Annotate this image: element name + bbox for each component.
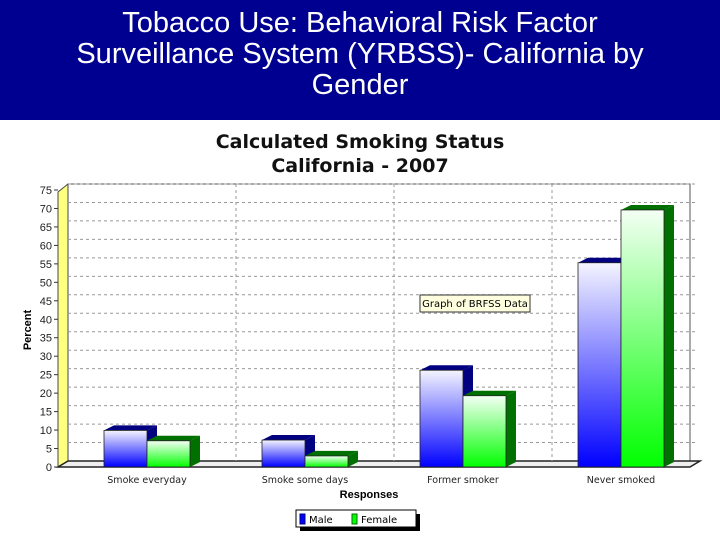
bar-front <box>419 369 464 468</box>
x-axis-label: Responses <box>340 489 399 501</box>
bar-front <box>577 262 622 468</box>
y-tick-label: 45 <box>40 296 52 308</box>
bar-side <box>348 450 358 467</box>
bar-top <box>305 450 358 456</box>
y-tick-label: 10 <box>40 425 52 437</box>
bar-female <box>146 435 200 468</box>
y-tick-label: 35 <box>40 333 52 345</box>
slide-title-line: Surveillance System (YRBSS)- California … <box>76 38 644 70</box>
bar-top <box>147 435 200 441</box>
bar-front <box>261 439 306 468</box>
y-tick-label: 30 <box>40 351 52 363</box>
x-tick-label: Smoke some days <box>262 475 348 486</box>
slide-title-line: Tobacco Use: Behavioral Risk Factor <box>122 7 598 39</box>
bar-front <box>146 440 191 468</box>
slide-title: Tobacco Use: Behavioral Risk Factor Surv… <box>0 0 720 120</box>
bar-female <box>620 204 674 468</box>
y-tick-label: 5 <box>46 444 52 456</box>
x-tick-label: Former smoker <box>427 475 499 486</box>
plot-left-wall <box>57 182 69 468</box>
annotation: Graph of BRFSS Data <box>419 294 531 313</box>
y-tick-label: 50 <box>40 277 52 289</box>
bar-top <box>104 425 157 431</box>
legend-label: Male <box>309 515 333 526</box>
legend-swatch <box>299 513 306 525</box>
y-tick-label: 65 <box>40 222 52 234</box>
chart-title-line: California - 2007 <box>271 155 449 177</box>
bar-front <box>304 455 349 468</box>
bar-front <box>620 209 665 468</box>
legend-label: Female <box>361 515 397 526</box>
bar-female <box>462 390 516 468</box>
y-tick-label: 55 <box>40 259 52 271</box>
chart-title-line: Calculated Smoking Status <box>215 131 505 153</box>
y-tick-label: 60 <box>40 240 52 252</box>
y-tick-label: 70 <box>40 203 52 215</box>
bar-front <box>462 395 507 468</box>
y-tick-label: 15 <box>40 407 52 419</box>
chart-title: Calculated Smoking Status California - 2… <box>0 130 720 178</box>
y-tick-label: 75 <box>40 185 52 197</box>
x-tick-label: Smoke everyday <box>107 475 187 486</box>
legend-swatch <box>351 513 358 525</box>
bar-side <box>190 435 200 467</box>
bar-top <box>262 435 315 441</box>
x-tick-label: Never smoked <box>587 475 655 486</box>
bar-top <box>621 204 674 210</box>
y-tick-label: 40 <box>40 314 52 326</box>
bar-female <box>304 450 358 468</box>
y-tick-label: 25 <box>40 370 52 382</box>
bar-top <box>578 257 631 263</box>
y-tick-label: 0 <box>46 462 52 474</box>
bar-top <box>463 390 516 396</box>
bar-side <box>506 390 516 467</box>
bar-side <box>664 204 674 467</box>
bar-front <box>103 430 148 468</box>
annotation-text: Graph of BRFSS Data <box>422 299 528 310</box>
slide-title-line: Gender <box>311 69 409 101</box>
bar-top <box>420 365 473 371</box>
legend: Male Female <box>295 509 420 531</box>
y-axis-label: Percent <box>22 309 34 350</box>
y-tick-label: 20 <box>40 388 52 400</box>
